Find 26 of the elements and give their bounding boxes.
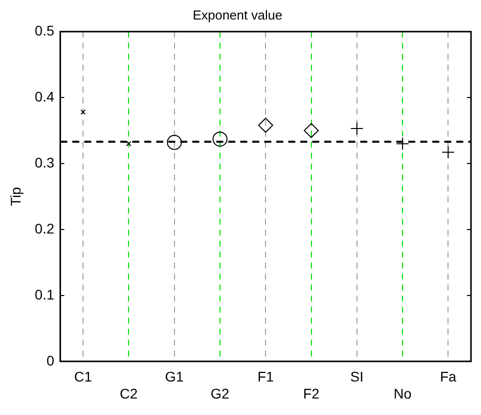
x-tick-label: No: [394, 385, 412, 402]
y-tick-label: 0.1: [34, 286, 54, 302]
y-axis-title: Tip: [7, 186, 24, 206]
point: [396, 137, 410, 150]
point: [442, 146, 455, 159]
y-tick-label: 0.5: [34, 22, 54, 38]
chart-title: Exponent value: [192, 7, 282, 22]
x-tick-label: G1: [165, 368, 184, 385]
point: [350, 122, 364, 136]
point: [304, 123, 319, 138]
x-tick-label: C1: [74, 368, 92, 385]
x-tick-label: F1: [257, 368, 274, 385]
point: [258, 118, 274, 133]
y-tick-label: 0.2: [34, 220, 54, 236]
point: [212, 132, 228, 147]
point: [166, 134, 182, 150]
y-tick-label: 0.3: [34, 154, 54, 170]
y-tick-label: 0.4: [34, 88, 54, 104]
y-tick-label: 0: [46, 352, 54, 368]
point: [80, 109, 86, 115]
x-tick-label: C2: [120, 385, 138, 402]
x-tick-label: F2: [303, 385, 320, 402]
x-tick-label: SI: [350, 368, 364, 385]
x-tick-label: Fa: [440, 368, 457, 385]
x-tick-label: G2: [210, 385, 230, 402]
point: [126, 141, 132, 146]
